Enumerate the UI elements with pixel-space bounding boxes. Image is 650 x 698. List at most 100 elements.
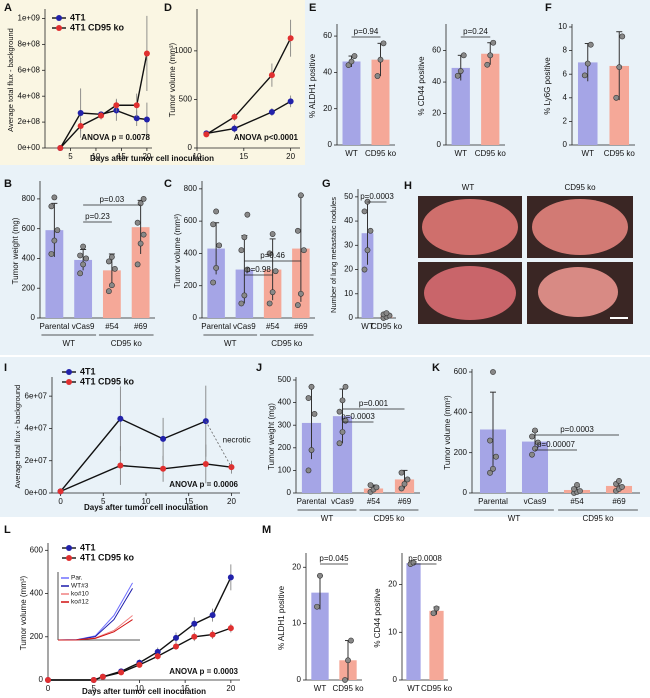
group-label: WT — [224, 339, 237, 348]
y-tick-label: 400 — [30, 589, 44, 598]
legend-label: 4T1 — [70, 12, 86, 22]
group-label: CD95 ko — [111, 339, 143, 348]
series-line — [48, 627, 232, 681]
marker — [57, 145, 64, 151]
x-tick-label: CD95 ko — [365, 149, 397, 158]
legend-marker — [66, 369, 72, 375]
marker — [173, 643, 179, 650]
x-tick-label: WT — [345, 149, 358, 158]
inset-line — [57, 582, 133, 641]
y-tick-label: 40 — [344, 216, 353, 225]
annotation: ANOVA p<0.0001 — [234, 133, 299, 142]
data-point — [244, 266, 251, 273]
data-point — [137, 240, 144, 247]
x-tick-label: Parental — [478, 497, 508, 506]
x-tick-label: 20 — [142, 152, 151, 161]
data-point — [48, 251, 55, 257]
data-point — [134, 261, 141, 268]
y-tick-label: 20 — [292, 562, 301, 571]
x-tick-label: 15 — [239, 152, 248, 161]
data-point — [574, 482, 580, 488]
x-tick-label: CD95 ko — [604, 149, 636, 158]
data-point — [361, 208, 368, 215]
data-point — [238, 247, 245, 254]
p-value: p=0.045 — [319, 554, 349, 563]
data-point — [317, 572, 323, 579]
data-point — [345, 657, 351, 664]
p-value: p=0.46 — [260, 251, 285, 260]
data-point — [490, 39, 497, 46]
y-tick-label: 8 — [563, 46, 568, 55]
y-axis-label: Average total flux - background — [13, 385, 22, 489]
y-tick-label: 200 — [30, 632, 44, 641]
y-tick-label: 40 — [432, 77, 441, 86]
data-point — [294, 302, 301, 308]
series-line — [59, 53, 148, 149]
y-tick-label: 20 — [323, 104, 332, 113]
data-point — [374, 73, 381, 79]
data-point — [77, 252, 84, 259]
data-point — [380, 40, 387, 47]
y-tick-label: 2 — [563, 117, 568, 126]
marker — [136, 661, 143, 668]
data-point — [300, 247, 307, 254]
data-point — [484, 61, 491, 68]
lung — [422, 199, 518, 255]
panel-bg — [0, 0, 160, 165]
inset-legend-label: ko#12 — [71, 599, 89, 606]
marker — [90, 677, 97, 683]
x-axis-label: Days after tumor cell inoculation — [82, 687, 206, 696]
x-axis-label: Days after tumor cell inoculation — [84, 503, 208, 512]
data-point — [238, 300, 245, 307]
data-point — [51, 237, 58, 244]
inset-line — [57, 619, 133, 641]
group-label: WT — [321, 514, 334, 523]
marker — [133, 115, 140, 122]
y-tick-label: 0 — [328, 140, 333, 149]
marker — [191, 620, 198, 627]
data-point — [383, 310, 390, 317]
panel-letter: I — [4, 362, 7, 374]
x-tick-label: vCas9 — [233, 322, 256, 331]
y-tick-label: 50 — [344, 192, 353, 201]
data-point — [339, 429, 346, 435]
x-tick-label: vCas9 — [524, 497, 547, 506]
y-tick-label: 200 — [22, 283, 36, 292]
x-tick-label: #54 — [570, 497, 584, 506]
bar — [207, 248, 225, 318]
data-point — [77, 270, 84, 277]
photo-panel: H WT CD95 ko — [404, 180, 633, 324]
panel-letter: C — [164, 178, 172, 190]
data-point — [348, 58, 355, 65]
column-label: CD95 ko — [564, 183, 596, 192]
y-tick-label: 0 — [563, 140, 568, 149]
panel-letter: K — [432, 362, 440, 374]
y-tick-label: 8e+08 — [18, 39, 41, 48]
y-tick-label: 0 — [393, 675, 398, 684]
x-tick-label: 15 — [184, 497, 193, 506]
marker — [287, 35, 294, 42]
marker — [117, 415, 124, 422]
inset-legend-label: ko#10 — [71, 591, 89, 598]
p-value: p=0.0003 — [360, 192, 394, 201]
data-point — [311, 410, 318, 417]
legend-label: 4T1 — [80, 542, 96, 552]
panel-letter: G — [322, 178, 331, 190]
y-tick-label: 20 — [344, 265, 353, 274]
panel-letter: H — [404, 180, 412, 192]
legend-marker — [66, 379, 72, 385]
data-point — [364, 247, 371, 254]
data-point — [535, 439, 541, 446]
p-value: p=0.0008 — [408, 554, 442, 563]
connector — [205, 420, 232, 468]
y-tick-label: 1000 — [174, 46, 192, 55]
x-tick-label: #69 — [294, 322, 308, 331]
y-tick-label: 0 — [31, 313, 36, 322]
data-point — [460, 52, 467, 59]
x-tick-label: 15 — [117, 152, 126, 161]
y-tick-label: 1e+09 — [18, 14, 41, 23]
marker — [154, 653, 161, 660]
panel-letter: F — [545, 2, 552, 14]
y-tick-label: 0 — [287, 488, 292, 497]
y-tick-label: 10 — [344, 289, 353, 298]
